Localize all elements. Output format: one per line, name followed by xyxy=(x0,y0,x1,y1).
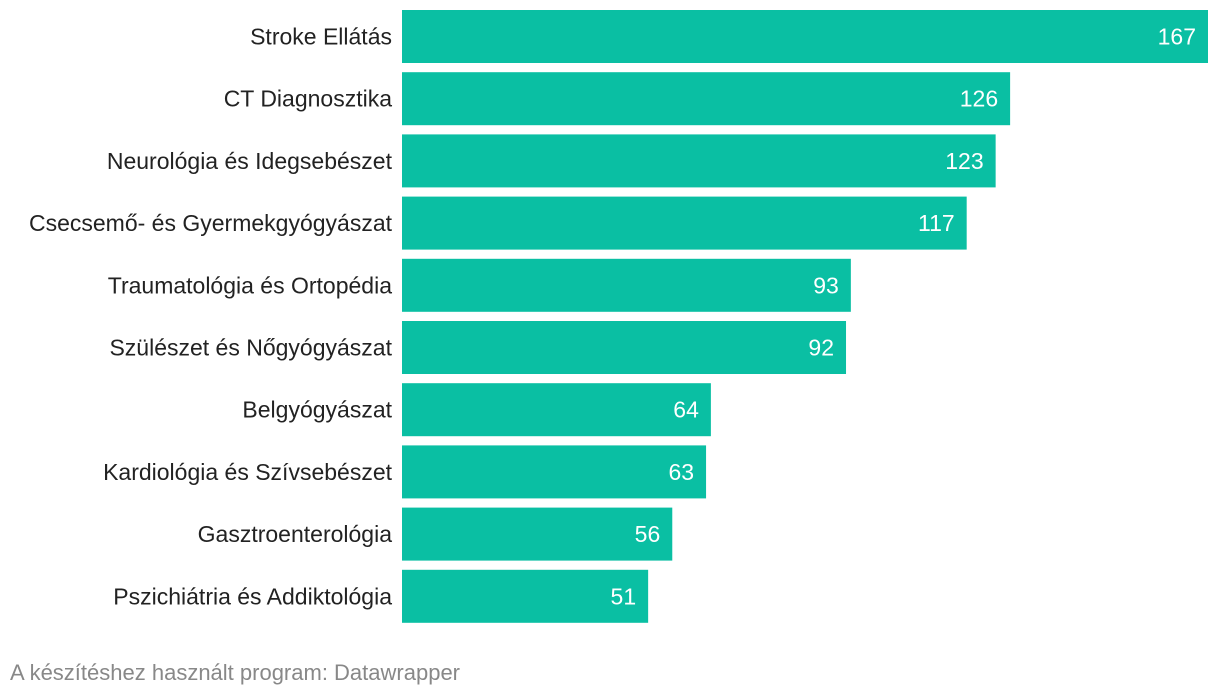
value-label-0: 167 xyxy=(1158,24,1196,50)
value-label-7: 63 xyxy=(668,459,694,485)
category-label-3: Csecsemő- és Gyermekgyógyászat xyxy=(29,210,393,236)
bar-2 xyxy=(402,134,996,188)
category-label-1: CT Diagnosztika xyxy=(224,86,393,112)
bar-3 xyxy=(402,196,967,250)
category-label-9: Pszichiátria és Addiktológia xyxy=(113,583,392,609)
category-label-0: Stroke Ellátás xyxy=(250,24,392,50)
bar-0 xyxy=(402,10,1208,63)
bar-1 xyxy=(402,72,1011,126)
category-label-5: Szülészet és Nőgyógyászat xyxy=(109,335,392,361)
bar-4 xyxy=(402,258,851,312)
category-label-6: Belgyógyászat xyxy=(242,397,392,423)
category-label-7: Kardiológia és Szívsebészet xyxy=(103,459,393,485)
value-label-4: 93 xyxy=(813,272,839,298)
bar-chart: Stroke Ellátás 167 CT Diagnosztika 126 Neuro… xyxy=(29,10,1208,623)
value-label-3: 117 xyxy=(918,210,955,236)
bar-9 xyxy=(402,569,649,623)
value-label-1: 126 xyxy=(960,86,998,112)
value-label-6: 64 xyxy=(673,397,699,423)
value-label-5: 92 xyxy=(808,335,834,361)
value-label-9: 51 xyxy=(611,583,637,609)
bar-8 xyxy=(402,507,673,561)
footer-credit: A készítéshez használt program: Datawrap… xyxy=(10,660,461,685)
bar-6 xyxy=(402,383,711,437)
bar-7 xyxy=(402,445,707,499)
bar-5 xyxy=(402,321,847,374)
category-label-8: Gasztroenterológia xyxy=(198,521,393,547)
category-label-2: Neurológia és Idegsebészet xyxy=(107,148,393,174)
value-label-8: 56 xyxy=(635,521,661,547)
value-label-2: 123 xyxy=(945,148,983,174)
category-label-4: Traumatológia és Ortopédia xyxy=(108,272,392,298)
